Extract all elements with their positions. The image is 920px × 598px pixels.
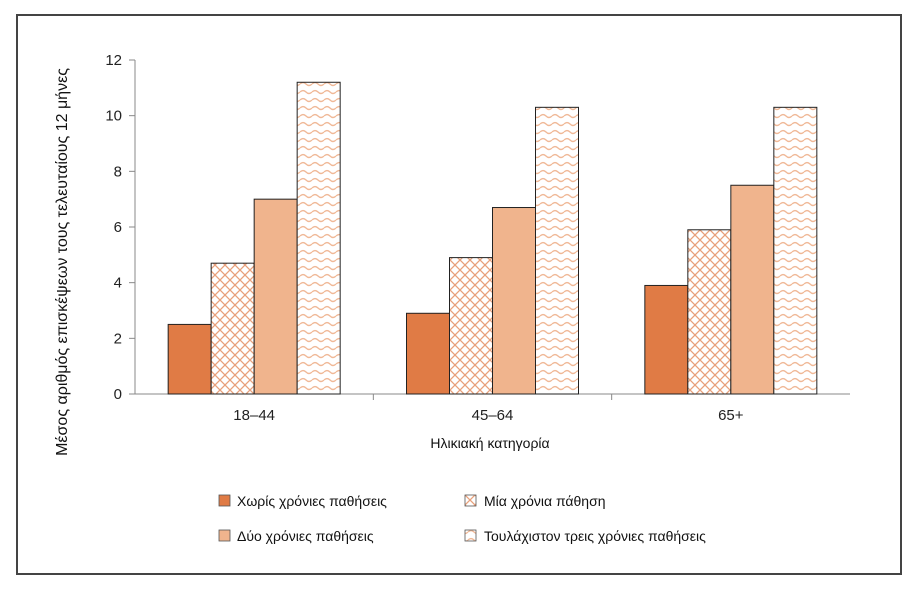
bar-1-1 [167,323,212,395]
legend-swatch-3 [218,529,231,542]
y-tick-label: 10 [105,108,122,125]
y-tick-label: 4 [114,275,122,292]
x-tick-label: 18–44 [233,407,275,424]
bar-2-3 [687,229,732,395]
bar-4-1 [296,81,341,395]
bar-3-1 [253,198,298,395]
bar-3-2 [492,207,536,395]
legend-swatch-4 [464,529,477,542]
x-axis-label: Ηλικιακή κατηγορία [430,435,549,451]
legend-swatch-2 [464,494,477,507]
y-tick-label: 8 [114,163,122,180]
legend-label-4: Τουλάχιστον τρεις χρόνιες παθήσεις [484,528,706,544]
bar-1-3 [644,284,689,395]
bar-1-2 [406,312,450,395]
legend-label-1: Χωρίς χρόνιες παθήσεις [237,493,387,509]
bar-3-3 [730,184,775,395]
bar-4-3 [773,106,818,395]
bar-2-2 [449,257,493,395]
y-tick-label: 0 [114,386,122,403]
bar-2-1 [210,262,255,395]
y-tick-label: 6 [114,219,122,236]
legend-label-2: Μία χρόνια πάθηση [484,493,606,509]
x-tick-label: 65+ [718,407,744,424]
legend-swatch-1 [218,494,231,507]
y-axis-label: Μέσος αριθμός επισκέψεων τους τελευταίου… [54,68,71,456]
legend-label-3: Δύο χρόνιες παθήσεις [237,528,374,544]
bar-4-2 [535,106,579,395]
chart-frame [16,14,902,575]
y-tick-label: 2 [114,330,122,347]
x-tick-label: 45–64 [472,407,514,424]
y-tick-label: 12 [105,52,122,69]
